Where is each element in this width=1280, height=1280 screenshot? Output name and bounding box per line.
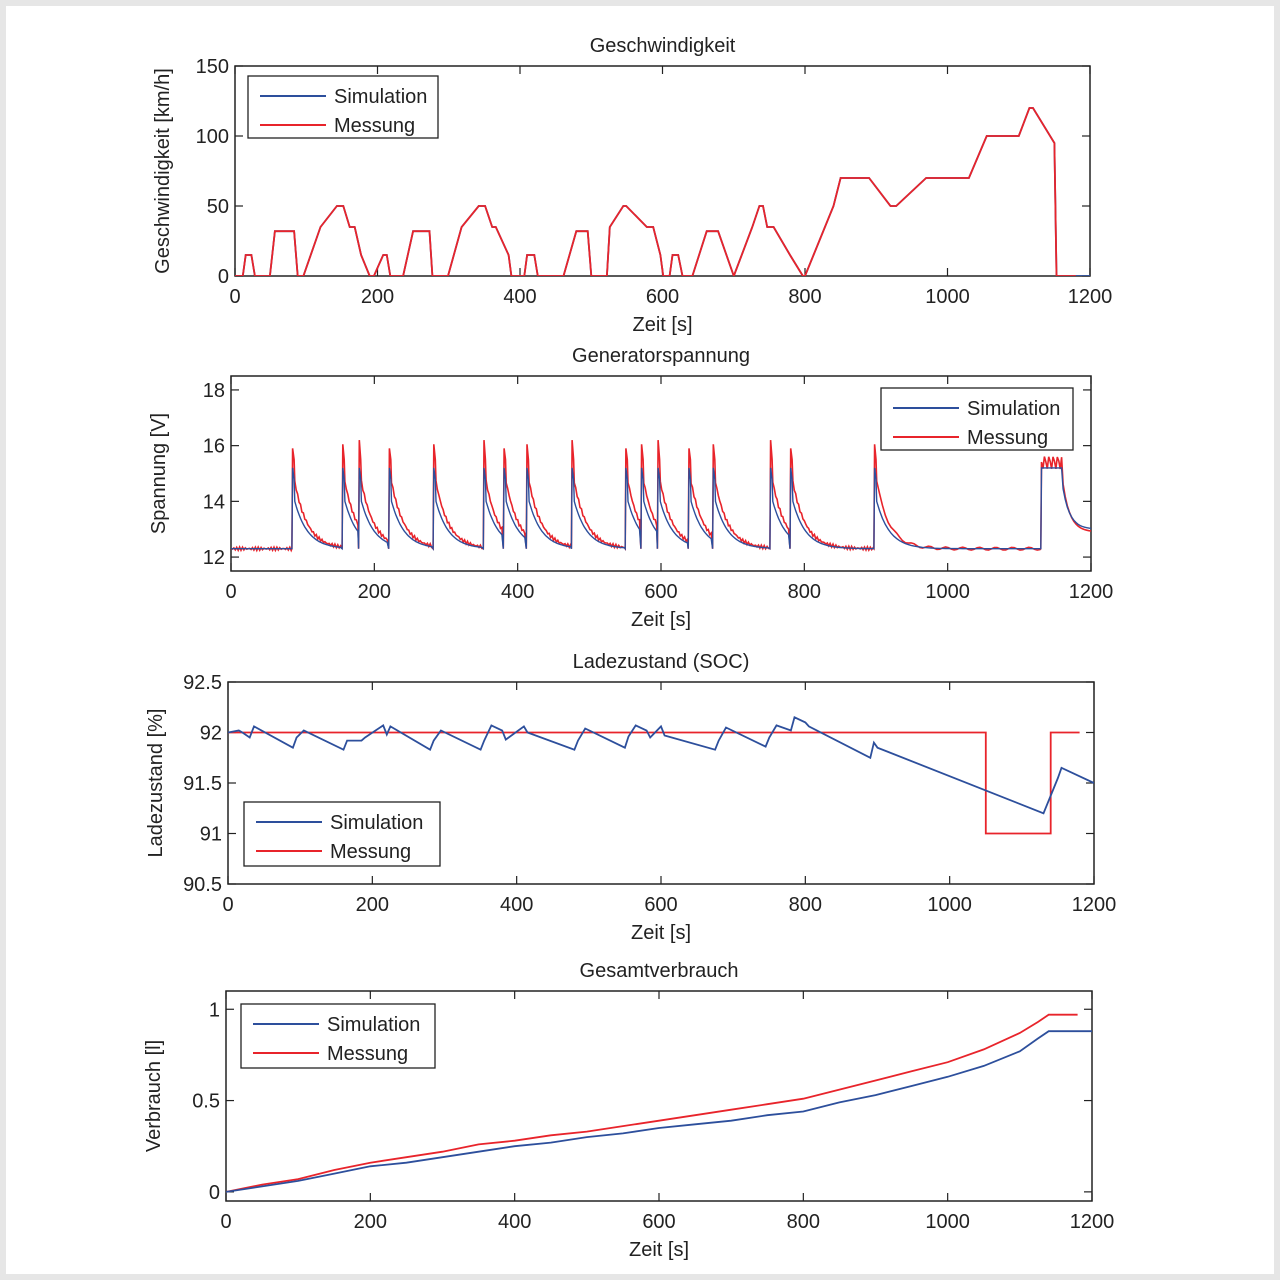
chart-1: Geschwindigkeit 0 200 400 600 800 1000 1200 0 50 1…	[152, 35, 1112, 336]
chart-3: Ladezustand (SOC) 0 200 400 600 800 1000 1200 90…	[145, 651, 1116, 944]
x-tick-label: 600	[644, 894, 677, 916]
y-tick-label: 100	[196, 126, 229, 148]
y-tick-label: 18	[203, 380, 225, 402]
y-axis-label: Ladezustand [%]	[145, 709, 167, 858]
y-tick-label: 0	[218, 266, 229, 288]
x-axis-label: Zeit [s]	[631, 922, 691, 944]
legend-box	[247, 75, 439, 139]
plot-area	[235, 107, 1090, 276]
x-tick-label: 1000	[927, 894, 972, 916]
series-messung-line	[231, 440, 1091, 553]
x-tick-label: 400	[498, 1211, 531, 1233]
legend-label-simulation: Simulation	[967, 398, 1060, 420]
x-tick-label: 400	[503, 286, 536, 308]
y-axis-label: Verbrauch [l]	[143, 1040, 165, 1152]
x-tick-label: 1200	[1070, 1211, 1115, 1233]
x-tick-label: 200	[358, 581, 391, 603]
chart-title: Geschwindigkeit	[590, 35, 736, 57]
series-simulation-line	[226, 1030, 1092, 1193]
chart-title: Generatorspannung	[572, 345, 750, 367]
y-tick-label: 16	[203, 436, 225, 458]
x-axis-label: Zeit [s]	[632, 314, 692, 336]
legend-label-simulation: Simulation	[327, 1014, 420, 1036]
y-tick-label: 91	[200, 824, 222, 846]
y-tick-label: 12	[203, 547, 225, 569]
x-tick-label: 200	[361, 286, 394, 308]
legend: Simulation Messung	[243, 801, 441, 867]
chart-2: Generatorspannung 0 200 400 600 800 1000 1200 12…	[148, 345, 1113, 631]
series-simulation-line	[228, 716, 1094, 815]
y-tick-label: 92.5	[183, 672, 222, 694]
x-tick-label: 600	[642, 1211, 675, 1233]
x-tick-label: 200	[354, 1211, 387, 1233]
x-tick-label: 1000	[925, 581, 970, 603]
legend-box	[240, 1003, 436, 1069]
legend-box	[243, 801, 441, 867]
x-tick-label: 1000	[925, 1211, 970, 1233]
x-tick-label: 800	[787, 1211, 820, 1233]
legend-label-messung: Messung	[967, 427, 1048, 449]
plot-area	[228, 716, 1094, 835]
x-tick-label: 0	[225, 581, 236, 603]
x-tick-label: 1200	[1068, 286, 1113, 308]
y-tick-label: 1	[209, 999, 220, 1021]
x-tick-label: 200	[356, 894, 389, 916]
x-tick-label: 0	[220, 1211, 231, 1233]
series-simulation-line	[231, 467, 1091, 551]
x-tick-label: 600	[644, 581, 677, 603]
x-tick-label: 1200	[1072, 894, 1117, 916]
x-tick-label: 400	[500, 894, 533, 916]
x-tick-label: 800	[789, 894, 822, 916]
legend: Simulation Messung	[880, 387, 1074, 451]
x-tick-label: 400	[501, 581, 534, 603]
plot-area	[231, 440, 1091, 553]
chart-title: Gesamtverbrauch	[580, 960, 739, 982]
legend: Simulation Messung	[247, 75, 439, 139]
plot-area	[226, 1013, 1092, 1193]
x-tick-label: 1200	[1069, 581, 1114, 603]
x-tick-label: 800	[788, 286, 821, 308]
legend: Simulation Messung	[240, 1003, 436, 1069]
y-tick-label: 0.5	[192, 1091, 220, 1113]
y-tick-label: 92	[200, 723, 222, 745]
chart-title: Ladezustand (SOC)	[573, 651, 750, 673]
y-tick-label: 0	[209, 1182, 220, 1204]
x-tick-label: 0	[222, 894, 233, 916]
y-tick-label: 91.5	[183, 773, 222, 795]
y-tick-label: 150	[196, 56, 229, 78]
legend-label-simulation: Simulation	[334, 86, 427, 108]
legend-label-simulation: Simulation	[330, 812, 423, 834]
x-tick-label: 800	[788, 581, 821, 603]
legend-box	[880, 387, 1074, 451]
y-tick-label: 50	[207, 196, 229, 218]
legend-label-messung: Messung	[327, 1043, 408, 1065]
x-tick-label: 600	[646, 286, 679, 308]
series-messung-line	[226, 1013, 1078, 1193]
x-tick-label: 1000	[925, 286, 970, 308]
x-axis-label: Zeit [s]	[629, 1239, 689, 1261]
legend-label-messung: Messung	[330, 841, 411, 863]
series-messung-line	[235, 107, 1076, 276]
y-tick-label: 90.5	[183, 874, 222, 896]
figure-frame: Geschwindigkeit 0 200 400 600 800 1000 1200 0 50 1…	[6, 6, 1274, 1274]
chart-4: Gesamtverbrauch 0 200 400 600 800 1000 1200 0 0.5…	[143, 960, 1114, 1261]
series-messung-line	[228, 731, 1080, 835]
y-axis-label: Geschwindigkeit [km/h]	[152, 68, 174, 274]
x-axis-label: Zeit [s]	[631, 609, 691, 631]
x-tick-label: 0	[229, 286, 240, 308]
y-tick-label: 14	[203, 491, 225, 513]
legend-label-messung: Messung	[334, 115, 415, 137]
y-axis-label: Spannung [V]	[148, 413, 170, 534]
